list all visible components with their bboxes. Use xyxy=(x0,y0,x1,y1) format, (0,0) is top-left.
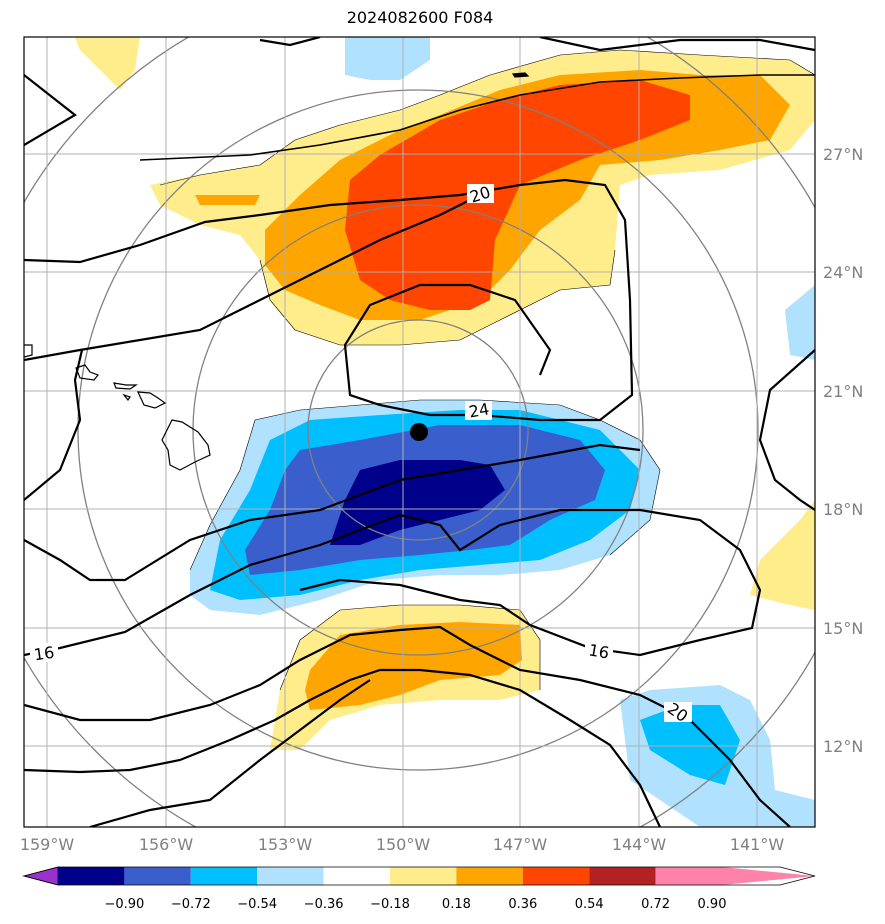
anomaly-outlines xyxy=(159,49,815,691)
map-frame xyxy=(23,36,816,828)
contour-label-24: 24 xyxy=(467,399,490,421)
colorbar-swatch xyxy=(522,867,590,885)
colorbar-swatch xyxy=(589,867,656,885)
lon-label: 159°W xyxy=(20,835,75,854)
colorbar-swatch xyxy=(190,867,258,885)
lat-label: 18°N xyxy=(823,500,863,519)
colorbar-tick-label: 0.36 xyxy=(508,897,537,912)
contour-labels: 20 24 16 16 20 xyxy=(30,182,692,726)
lat-label: 21°N xyxy=(823,382,863,401)
colorbar: −0.90 −0.72 −0.54 −0.36 −0.18 0.18 0.36 … xyxy=(22,866,816,912)
longitude-axis: 159°W 156°W 153°W 150°W 147°W 144°W 141°… xyxy=(20,835,785,854)
colorbar-tick-label: −0.54 xyxy=(237,897,277,912)
lon-label: 144°W xyxy=(612,835,667,854)
height-contours xyxy=(24,37,815,827)
colorbar-tick-label: 0.18 xyxy=(442,897,471,912)
contour-label-16-east: 16 xyxy=(587,640,610,662)
colorbar-extend-high xyxy=(722,867,815,885)
colorbar-swatch xyxy=(456,867,523,885)
lon-label: 150°W xyxy=(376,835,431,854)
colorbar-tick-label: 0.72 xyxy=(641,897,670,912)
latitude-axis: 27°N 24°N 21°N 18°N 15°N 12°N xyxy=(823,145,863,756)
colorbar-swatch xyxy=(323,867,390,885)
lat-label: 24°N xyxy=(823,263,863,282)
colorbar-swatch xyxy=(655,867,722,885)
colorbar-swatch xyxy=(124,867,191,885)
lat-label: 12°N xyxy=(823,737,863,756)
map-title: 2024082600 F084 xyxy=(346,8,494,27)
lat-label: 27°N xyxy=(823,145,863,164)
map-panel xyxy=(24,37,815,827)
colorbar-tick-label: −0.90 xyxy=(104,897,144,912)
lon-label: 147°W xyxy=(493,835,548,854)
lon-label: 153°W xyxy=(258,835,313,854)
colorbar-extend-low xyxy=(22,866,59,886)
colorbar-swatch xyxy=(58,867,125,885)
colorbar-tick-label: 0.54 xyxy=(575,897,604,912)
range-circles xyxy=(24,37,815,827)
lat-label: 15°N xyxy=(823,619,863,638)
colorbar-tick-label: −0.18 xyxy=(370,897,410,912)
lon-label: 141°W xyxy=(730,835,785,854)
colorbar-tick-label: −0.36 xyxy=(304,897,344,912)
lon-label: 156°W xyxy=(139,835,194,854)
colorbar-tick-label: −0.72 xyxy=(171,897,211,912)
coastlines xyxy=(24,72,530,471)
contour-label-16-west: 16 xyxy=(33,643,56,665)
colorbar-swatch xyxy=(390,867,457,885)
colorbar-swatch xyxy=(257,867,324,885)
storm-center-marker xyxy=(410,423,428,441)
colorbar-tick-label: 0.90 xyxy=(698,897,727,912)
